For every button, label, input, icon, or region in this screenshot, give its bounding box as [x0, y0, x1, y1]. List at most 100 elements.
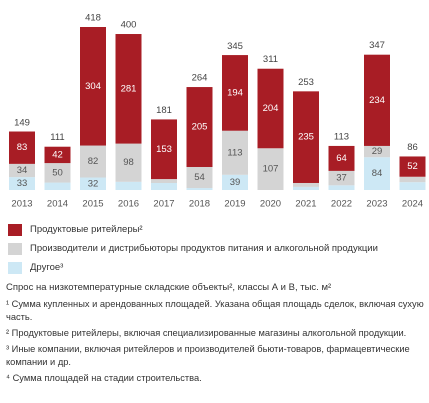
value-label: 64	[336, 153, 347, 164]
value-label: 54	[194, 172, 205, 183]
bar-segment	[151, 179, 177, 183]
bar-segment	[44, 146, 71, 164]
legend: Продуктовые ритейлеры² Производители и ди…	[8, 220, 378, 277]
total-label: 253	[298, 77, 314, 88]
x-tick-label: 2017	[153, 199, 174, 210]
legend-item: Продуктовые ритейлеры²	[8, 220, 378, 239]
value-label: 33	[17, 178, 28, 189]
total-label: 418	[85, 13, 101, 24]
bar-segment	[328, 145, 355, 171]
footnote: ⁴ Сумма площадей на стадии строительства…	[6, 373, 202, 383]
bar-segment	[44, 182, 71, 190]
x-tick-label: 2013	[11, 199, 32, 210]
footnote: ³ Иные компании, включая ритейлеров и пр…	[6, 344, 410, 367]
value-label: 304	[85, 81, 101, 92]
legend-item: Производители и дистрибьюторы продуктов …	[8, 239, 378, 258]
total-label: 111	[50, 132, 64, 143]
x-tick-label: 2023	[366, 199, 387, 210]
bar-segment	[80, 177, 106, 190]
bar-segment	[151, 182, 177, 190]
total-label: 345	[227, 41, 243, 52]
total-label: 347	[369, 40, 385, 51]
value-label: 107	[263, 164, 279, 175]
bar-segment	[257, 68, 284, 149]
value-label: 50	[52, 167, 63, 178]
bar-segment	[151, 119, 177, 180]
legend-item: Другое³	[8, 258, 378, 277]
total-label: 311	[263, 54, 278, 65]
value-label: 42	[52, 149, 63, 160]
bar-segment	[293, 182, 319, 187]
legend-label: Другое³	[30, 262, 64, 273]
legend-swatch	[8, 223, 22, 236]
value-label: 234	[369, 95, 385, 106]
bar-segment	[115, 181, 142, 190]
notes: ¹ Сумма купленных и арендованных площаде…	[6, 298, 426, 388]
bar-segment	[222, 174, 248, 190]
bar-segment	[328, 185, 355, 190]
legend-label: Производители и дистрибьюторы продуктов …	[30, 243, 378, 254]
total-label: 264	[192, 73, 208, 84]
bar-segment	[257, 148, 284, 190]
x-tick-label: 2015	[82, 199, 103, 210]
bar-segment	[80, 27, 106, 146]
x-tick-label: 2016	[118, 199, 139, 210]
x-tick-label: 2022	[331, 199, 352, 210]
bar-segment	[186, 87, 213, 167]
chart: 33 34 83 149 2013 50 42 111 2014 32 82 304 418 2015 98…	[9, 13, 426, 210]
bar-segment	[364, 157, 390, 190]
x-tick-label: 2021	[295, 199, 316, 210]
bar-segment	[399, 156, 426, 177]
bar-segment	[222, 130, 248, 175]
legend-swatch	[8, 261, 22, 274]
bar-segment	[186, 188, 213, 190]
value-label: 39	[230, 177, 241, 188]
chart-title: Спрос на низкотемпературные складские об…	[6, 282, 332, 293]
value-label: 153	[156, 144, 172, 155]
total-label: 400	[121, 20, 137, 31]
x-tick-label: 2014	[47, 199, 68, 210]
bar-segment	[399, 182, 426, 190]
value-label: 82	[88, 156, 99, 167]
value-label: 194	[227, 87, 243, 98]
x-tick-label: 2018	[189, 199, 210, 210]
total-label: 113	[334, 131, 349, 142]
value-label: 29	[372, 146, 383, 157]
x-tick-label: 2024	[402, 199, 423, 210]
total-label: 149	[14, 117, 30, 128]
total-label: 86	[407, 142, 418, 153]
value-label: 98	[123, 157, 134, 168]
value-label: 32	[88, 178, 99, 189]
bar-segment	[364, 145, 390, 158]
bar-segment	[328, 170, 355, 186]
legend-swatch	[8, 242, 22, 255]
value-label: 281	[121, 83, 137, 94]
bar-segment	[115, 143, 142, 182]
legend-label: Продуктовые ритейлеры²	[30, 224, 143, 235]
footnote: ¹ Сумма купленных и арендованных площаде…	[6, 299, 424, 322]
bar-segment	[186, 166, 213, 189]
bar-segment	[115, 34, 142, 144]
total-label: 181	[156, 105, 172, 116]
bar-segment	[293, 91, 319, 183]
bar-segment	[399, 176, 426, 183]
bar-segment	[364, 54, 390, 146]
value-label: 204	[263, 103, 279, 114]
bar-segment	[222, 55, 248, 131]
footnote: ² Продуктовые ритейлеры, включая специал…	[6, 328, 407, 338]
value-label: 205	[192, 122, 208, 133]
x-tick-label: 2020	[260, 199, 281, 210]
value-label: 52	[407, 161, 418, 172]
value-label: 34	[17, 165, 28, 176]
value-label: 84	[372, 168, 383, 179]
bar-segment	[9, 131, 35, 164]
bar-segment	[44, 163, 71, 183]
bar-segment	[9, 163, 35, 178]
x-tick-label: 2019	[224, 199, 245, 210]
value-label: 235	[298, 132, 314, 143]
value-label: 113	[227, 147, 242, 158]
bar-segment	[9, 177, 35, 190]
value-label: 83	[17, 142, 28, 153]
value-label: 37	[336, 173, 347, 184]
